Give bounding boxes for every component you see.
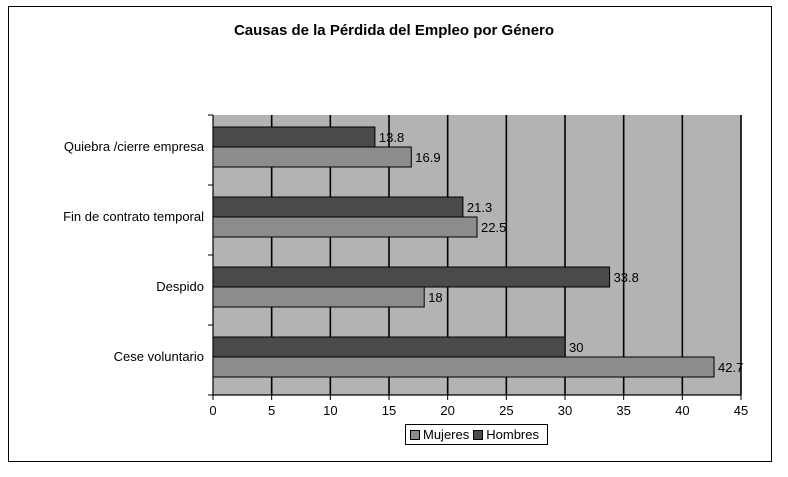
y-category-label: Despido [156,279,204,294]
y-category-label: Fin de contrato temporal [63,209,204,224]
legend-item-mujeres: Mujeres [410,427,469,442]
bar-hombres [212,196,464,218]
bar-mujeres [212,146,412,168]
legend-label-mujeres: Mujeres [423,427,470,442]
data-label-hombres: 33.8 [614,270,639,285]
x-tick-label: 5 [268,403,275,418]
x-tick-label: 0 [209,403,216,418]
data-label-hombres: 21.3 [467,200,492,215]
x-tick-label: 10 [323,403,337,418]
x-tick-label: 35 [616,403,630,418]
x-tick-label: 15 [382,403,396,418]
bar-hombres [212,126,376,148]
data-label-mujeres: 22.5 [481,220,506,235]
chart-legend: Mujeres Hombres [405,424,548,445]
data-label-hombres: 13.8 [379,130,404,145]
y-category-label: Quiebra /cierre empresa [64,139,205,154]
x-tick-label: 40 [675,403,689,418]
bar-mujeres [212,216,478,238]
bar-hombres [212,336,566,358]
x-tick-label: 30 [558,403,572,418]
data-label-mujeres: 42.7 [718,360,743,375]
bar-hombres [212,266,611,288]
x-tick-label: 45 [734,403,748,418]
data-label-hombres: 30 [569,340,583,355]
y-category-label: Cese voluntario [114,349,204,364]
data-label-mujeres: 18 [428,290,442,305]
legend-label-hombres: Hombres [486,427,539,442]
legend-item-hombres: Hombres [473,427,539,442]
x-tick-label: 20 [440,403,454,418]
bar-mujeres [212,286,425,308]
x-tick-label: 25 [499,403,513,418]
data-label-mujeres: 16.9 [415,150,440,165]
legend-swatch-mujeres [410,429,420,440]
bar-mujeres [212,356,715,378]
chart-title: Causas de la Pérdida del Empleo por Géne… [233,22,555,39]
legend-swatch-hombres [473,429,484,440]
